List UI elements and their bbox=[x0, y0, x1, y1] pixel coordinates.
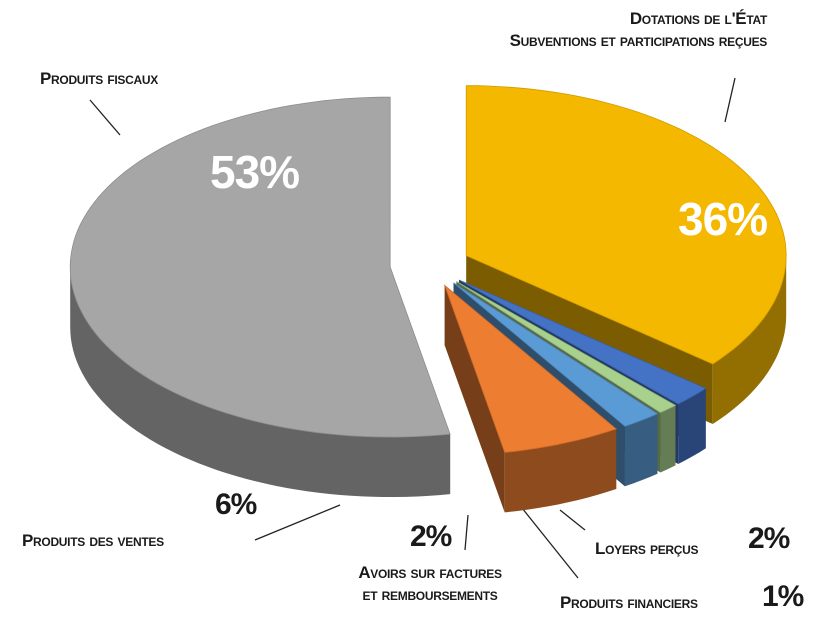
category-label: Avoirs sur factures et remboursements bbox=[358, 563, 502, 604]
value-label: 2% bbox=[748, 522, 790, 555]
slice bbox=[453, 282, 659, 427]
slice bbox=[69, 96, 451, 438]
category-label: Produits financiers bbox=[560, 593, 698, 612]
leader-line bbox=[724, 77, 736, 123]
value-label: 1% bbox=[762, 580, 804, 613]
slice-wall bbox=[70, 267, 451, 497]
slice bbox=[456, 281, 677, 413]
value-label: 36% bbox=[678, 193, 768, 245]
leader-line bbox=[254, 504, 341, 541]
value-label: 2% bbox=[410, 520, 452, 553]
leader-line bbox=[464, 514, 469, 551]
category-label: Loyers perçus bbox=[595, 539, 699, 558]
leader-line bbox=[89, 99, 121, 136]
slice-wall bbox=[712, 255, 787, 424]
slice-wall bbox=[678, 388, 706, 464]
category-label: Produits fiscaux bbox=[40, 69, 158, 88]
leader-line bbox=[559, 509, 586, 531]
category-label: Dotations de l'État Subventions et parti… bbox=[509, 9, 768, 50]
slice bbox=[458, 279, 707, 405]
leader-line bbox=[521, 507, 579, 579]
value-label: 53% bbox=[210, 146, 300, 198]
slice bbox=[465, 85, 787, 365]
slice-side bbox=[444, 285, 505, 513]
slice-wall bbox=[504, 429, 617, 513]
value-label: 6% bbox=[215, 488, 257, 521]
slice-wall bbox=[660, 405, 676, 473]
slice bbox=[443, 284, 618, 453]
category-label: Produits des ventes bbox=[22, 531, 164, 550]
slice-wall bbox=[625, 413, 658, 487]
